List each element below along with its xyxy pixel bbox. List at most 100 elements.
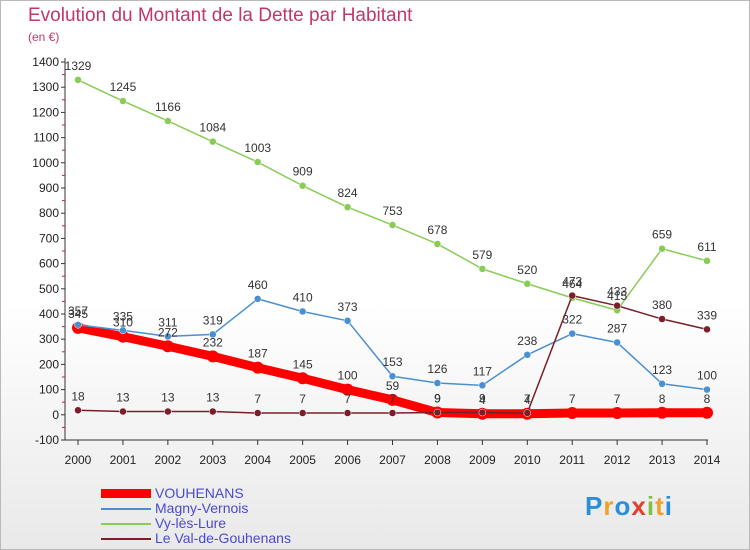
data-label-vy-les-lure: 520 — [517, 263, 537, 277]
y-tick-label: 700 — [39, 231, 59, 245]
data-point-vy-les-lure — [209, 137, 217, 146]
data-point-vouhenans — [701, 406, 713, 419]
data-point-magny-vernois — [119, 326, 127, 335]
logo-letter: t — [655, 491, 665, 521]
data-label-le-val-de-gouhenans: 433 — [607, 285, 627, 299]
legend-swatch-vy-les-lure — [101, 523, 151, 525]
data-point-magny-vernois — [658, 380, 666, 388]
data-label-magny-vernois: 322 — [562, 313, 582, 327]
y-tick-label: 800 — [39, 206, 59, 220]
data-point-vy-les-lure — [523, 280, 532, 288]
data-point-le-val-de-gouhenans — [343, 409, 352, 417]
data-label-magny-vernois: 123 — [652, 363, 672, 377]
x-tick-label: 2003 — [199, 453, 226, 467]
y-tick-label: 1300 — [32, 80, 59, 94]
data-label-vouhenans: 345 — [68, 307, 88, 321]
data-point-le-val-de-gouhenans — [388, 409, 397, 417]
logo-letter: i — [646, 491, 656, 521]
data-label-le-val-de-gouhenans: 13 — [206, 391, 220, 405]
data-point-vy-les-lure — [433, 240, 442, 248]
data-label-vy-les-lure: 1166 — [155, 100, 181, 114]
legend-label-magny-vernois: Magny-Vernois — [155, 500, 249, 516]
data-point-le-val-de-gouhenans — [298, 409, 307, 417]
data-point-magny-vernois — [74, 321, 82, 329]
data-label-le-val-de-gouhenans: 7 — [254, 392, 261, 406]
y-tick-label: 0 — [52, 408, 59, 422]
y-tick-label: 500 — [39, 282, 59, 296]
y-tick-label: 1000 — [32, 156, 59, 170]
data-label-vy-les-lure: 909 — [293, 165, 313, 179]
data-point-vouhenans — [341, 383, 354, 396]
x-tick-label: 2013 — [649, 453, 676, 467]
data-point-vouhenans — [296, 372, 309, 385]
data-label-le-val-de-gouhenans: 7 — [524, 392, 531, 406]
data-label-vouhenans: 7 — [614, 392, 621, 406]
x-tick-label: 2002 — [155, 453, 182, 467]
x-tick-label: 2011 — [559, 453, 585, 467]
x-tick-label: 2014 — [694, 453, 721, 467]
y-tick-label: 900 — [39, 181, 59, 195]
data-label-vy-les-lure: 415 — [607, 289, 627, 303]
data-point-vy-les-lure — [253, 158, 262, 166]
data-point-le-val-de-gouhenans — [253, 409, 262, 417]
data-point-vy-les-lure — [703, 257, 711, 265]
data-label-le-val-de-gouhenans: 13 — [116, 391, 130, 405]
y-tick-label: 400 — [39, 307, 59, 321]
data-label-vy-les-lure: 1329 — [65, 59, 92, 73]
data-point-magny-vernois — [523, 351, 532, 359]
data-label-vy-les-lure: 753 — [382, 204, 402, 218]
data-label-magny-vernois: 319 — [203, 313, 223, 327]
data-point-vy-les-lure — [164, 117, 172, 125]
data-label-vouhenans: 9 — [434, 392, 441, 406]
data-point-magny-vernois — [433, 379, 442, 387]
y-tick-label: 200 — [39, 357, 59, 371]
data-point-magny-vernois — [388, 372, 397, 380]
data-label-le-val-de-gouhenans: 473 — [562, 275, 582, 289]
y-tick-label: -100 — [35, 433, 59, 447]
data-point-le-val-de-gouhenans — [523, 409, 532, 417]
x-tick-label: 2005 — [289, 453, 316, 467]
data-point-vouhenans — [566, 407, 579, 420]
data-label-vy-les-lure: 1245 — [110, 80, 137, 94]
data-point-le-val-de-gouhenans — [703, 325, 711, 334]
legend-label-vouhenans: VOUHENANS — [155, 485, 244, 501]
data-point-magny-vernois — [568, 329, 576, 338]
data-point-vy-les-lure — [119, 97, 127, 105]
series-line-vy-les-lure — [77, 79, 708, 311]
x-tick-label: 2012 — [604, 453, 631, 467]
data-label-vy-les-lure: 678 — [427, 223, 447, 237]
chart-title: Evolution du Montant de la Dette par Hab… — [28, 5, 413, 26]
legend-swatch-vouhenans — [101, 489, 151, 498]
data-point-vouhenans — [386, 393, 399, 406]
data-label-vouhenans: 100 — [338, 369, 358, 383]
data-point-vy-les-lure — [343, 203, 352, 211]
data-label-le-val-de-gouhenans: 9 — [479, 392, 486, 406]
legend-label-vy-les-lure: Vy-lès-Lure — [155, 515, 227, 531]
data-label-vouhenans: 59 — [386, 379, 400, 393]
data-label-magny-vernois: 410 — [293, 290, 313, 304]
y-tick-label: 1100 — [33, 131, 59, 145]
y-tick-label: 300 — [39, 332, 59, 346]
logo-letter: P — [585, 491, 604, 521]
data-label-vouhenans: 272 — [158, 325, 178, 339]
x-tick-label: 2010 — [514, 453, 541, 467]
data-point-magny-vernois — [478, 381, 487, 390]
y-tick-label: 600 — [39, 257, 59, 271]
data-point-magny-vernois — [298, 307, 307, 316]
y-tick-label: 100 — [39, 383, 59, 397]
data-label-vy-les-lure: 659 — [652, 228, 672, 242]
proxiti-logo: Proxiti — [585, 491, 673, 522]
data-point-magny-vernois — [253, 295, 262, 303]
data-label-le-val-de-gouhenans: 18 — [71, 389, 85, 403]
data-label-magny-vernois: 335 — [113, 309, 133, 323]
x-tick-label: 2001 — [110, 453, 137, 467]
data-label-vy-les-lure: 579 — [472, 248, 492, 262]
data-point-le-val-de-gouhenans — [119, 407, 127, 416]
legend-swatch-le-val-de-gouhenans — [101, 538, 151, 540]
data-label-magny-vernois: 126 — [427, 362, 447, 376]
data-label-le-val-de-gouhenans: 380 — [652, 298, 672, 312]
data-label-magny-vernois: 357 — [68, 304, 88, 318]
data-point-le-val-de-gouhenans — [209, 407, 217, 416]
